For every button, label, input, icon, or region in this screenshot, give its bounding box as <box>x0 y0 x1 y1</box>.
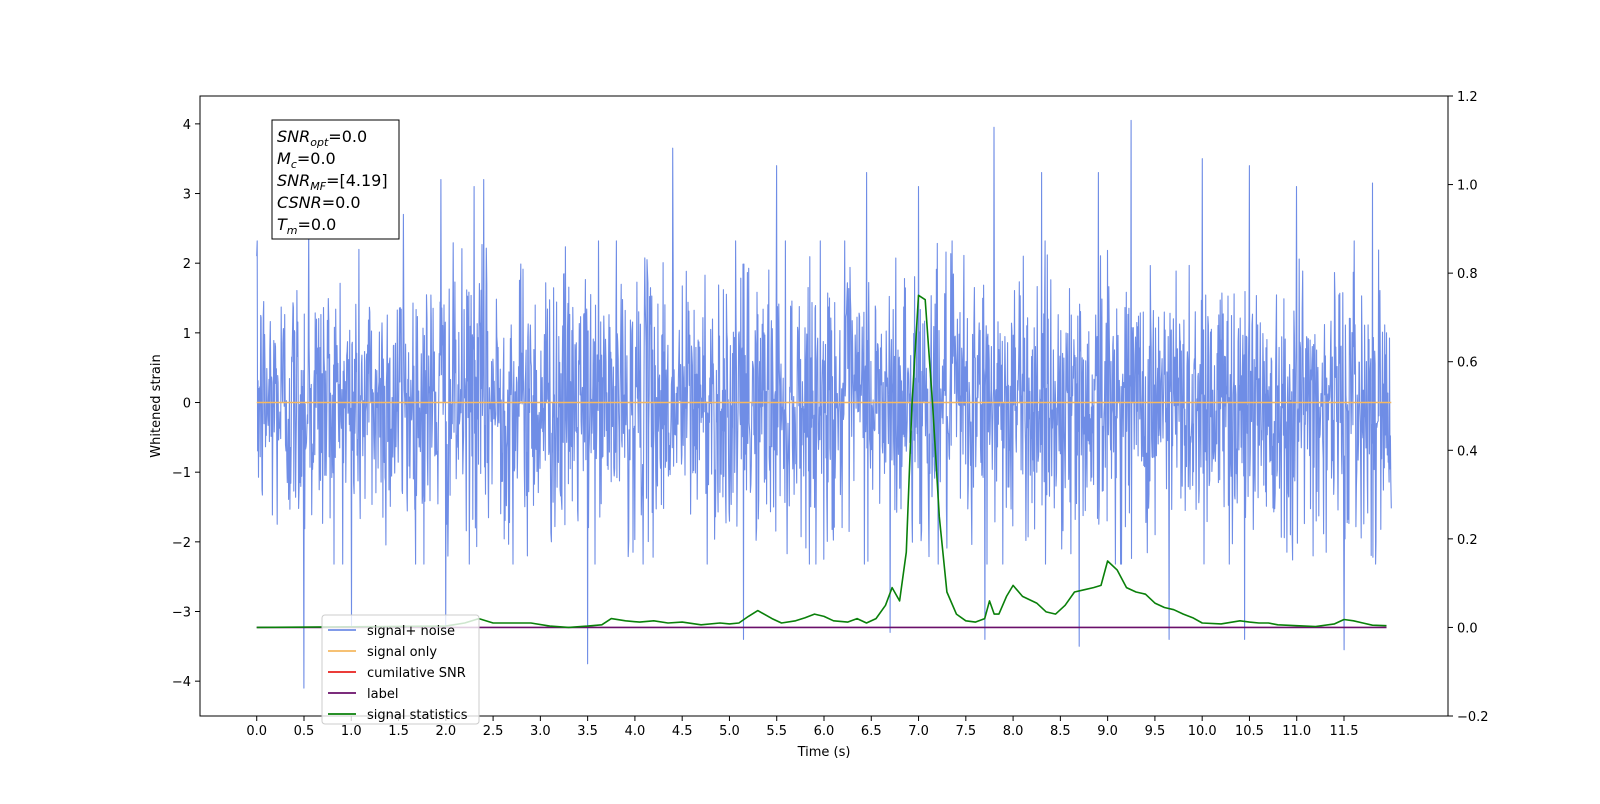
y-tick-label: 0 <box>183 397 191 412</box>
x-tick-label: 2.0 <box>435 724 456 739</box>
x-tick-label: 0.5 <box>294 724 315 739</box>
legend-label: signal only <box>367 645 437 660</box>
y2-tick-label: 0.2 <box>1457 533 1478 548</box>
y2-tick-label: 0.0 <box>1457 621 1478 636</box>
y-tick-label: 2 <box>183 257 191 272</box>
x-tick-label: 5.5 <box>766 724 787 739</box>
series-signal-statistics <box>256 294 1387 629</box>
annotation-symbol: SNR <box>277 127 310 146</box>
x-tick-label: 10.5 <box>1235 724 1264 739</box>
x-tick-label: 6.5 <box>861 724 882 739</box>
x-tick-label: 9.0 <box>1097 724 1118 739</box>
annotation-subscript: m <box>287 224 298 237</box>
y-tick-label: −2 <box>172 536 191 551</box>
annotation-subscript: opt <box>310 136 329 149</box>
y-tick-label: 3 <box>183 188 191 203</box>
y2-tick-label: 0.6 <box>1457 356 1478 371</box>
y-tick-label: 1 <box>183 327 191 342</box>
x-tick-label: 1.5 <box>388 724 409 739</box>
x-tick-label: 8.5 <box>1050 724 1071 739</box>
y-tick-label: −4 <box>172 675 191 690</box>
x-tick-label: 4.5 <box>672 724 693 739</box>
x-tick-label: 2.5 <box>483 724 504 739</box>
annotation-value: =0.0 <box>328 127 367 146</box>
y2-tick-label: 1.0 <box>1457 179 1478 194</box>
annotation-line: SNRMF=[4.19] <box>277 171 388 193</box>
y2-tick-label: 0.8 <box>1457 267 1478 282</box>
x-tick-label: 7.0 <box>908 724 929 739</box>
annotation-value: =0.0 <box>297 149 336 168</box>
x-tick-label: 8.0 <box>1003 724 1024 739</box>
annotation-line: SNRopt=0.0 <box>277 127 367 149</box>
x-tick-label: 5.0 <box>719 724 740 739</box>
x-tick-label: 7.5 <box>955 724 976 739</box>
x-tick-label: 4.0 <box>625 724 646 739</box>
annotation-box: SNRopt=0.0Mc=0.0SNRMF=[4.19]CSNR=0.0Tm=0… <box>271 119 400 240</box>
annotation-symbol: SNR <box>277 171 310 190</box>
series-signal-noise <box>256 119 1392 689</box>
x-tick-label: 11.0 <box>1282 724 1311 739</box>
y-axis-right: −0.2 0.0 0.2 0.4 0.6 0.8 1.0 1.2 <box>1448 90 1489 725</box>
y2-tick-label: 0.4 <box>1457 444 1478 459</box>
x-tick-label: 10.0 <box>1188 724 1217 739</box>
annotation-value: =0.0 <box>298 215 337 234</box>
x-tick-label: 3.0 <box>530 724 551 739</box>
annotation-value: =[4.19] <box>326 171 388 190</box>
legend-label: signal+ noise <box>367 624 455 639</box>
x-tick-label: 0.0 <box>246 724 267 739</box>
x-tick-label: 9.5 <box>1145 724 1166 739</box>
x-tick-label: 6.0 <box>814 724 835 739</box>
y-tick-label: −3 <box>172 606 191 621</box>
x-tick-label: 11.5 <box>1330 724 1359 739</box>
legend: signal+ noise signal only cumilative SNR la… <box>321 614 480 725</box>
y2-tick-label: −0.2 <box>1457 710 1489 725</box>
legend-label: cumilative SNR <box>367 666 466 681</box>
annotation-line: Tm=0.0 <box>277 215 336 237</box>
x-axis: 0.0 0.5 1.0 1.5 2.0 2.5 3.0 3.5 4.0 4.5 5.0 5.5 6.0 6… <box>246 716 1358 739</box>
annotation-line: CSNR=0.0 <box>277 193 361 212</box>
x-tick-label: 1.0 <box>341 724 362 739</box>
y-tick-label: −1 <box>172 466 191 481</box>
legend-frame <box>321 614 480 725</box>
annotation-symbol: M <box>277 149 291 168</box>
legend-label: label <box>367 687 398 702</box>
annotation-symbol: T <box>277 215 288 234</box>
annotation-value: =0.0 <box>322 193 361 212</box>
y-axis-left: −4 −3 −2 −1 0 1 2 3 4 <box>172 118 200 690</box>
annotation-subscript: c <box>291 158 297 171</box>
annotation-frame <box>271 119 400 240</box>
x-axis-label: Time (s) <box>797 745 851 760</box>
x-tick-label: 3.5 <box>577 724 598 739</box>
annotation-symbol: CSNR <box>277 193 322 212</box>
y2-tick-label: 1.2 <box>1457 90 1478 105</box>
annotation-line: Mc=0.0 <box>277 149 336 171</box>
annotation-subscript: MF <box>310 180 326 193</box>
y-tick-label: 4 <box>183 118 191 133</box>
legend-label: signal statistics <box>367 708 468 723</box>
y-axis-label: Whitened strain <box>149 354 164 457</box>
